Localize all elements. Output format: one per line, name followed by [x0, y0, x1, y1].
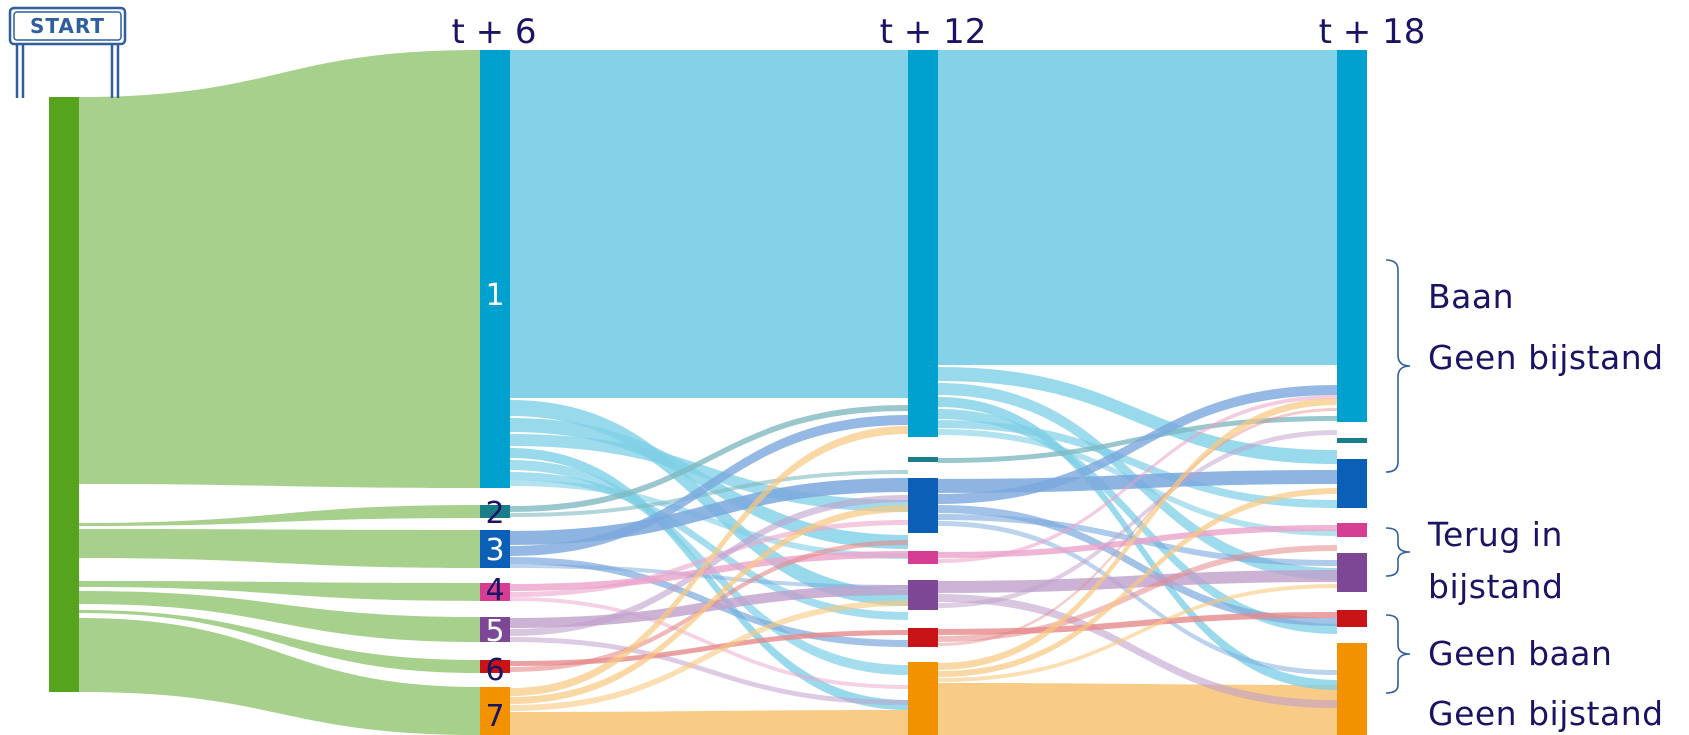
flow-t12-cross-state-5 [938, 430, 1337, 608]
flow-t6-cross-state-4 [510, 551, 908, 591]
flow-t6-cross-state-5 [510, 495, 908, 636]
bracket-baan [1385, 259, 1411, 473]
group-label-geenbaan-line1: Geen baan [1428, 634, 1612, 673]
start-sign-text: START [30, 14, 105, 38]
start-sign-icon: START [8, 6, 127, 98]
node-label-state-3: 3 [485, 533, 504, 568]
group-label-baan-line2: Geen bijstand [1428, 338, 1664, 377]
flow-t6-cross-state-1 [510, 480, 908, 559]
flow-t6-cross-state-3 [510, 564, 908, 589]
flow-t6-cross-state-4 [510, 597, 908, 689]
flow-t12-cross-state-3 [938, 470, 1337, 493]
node-t6-state-2 [480, 505, 510, 518]
node-label-state-2: 2 [485, 496, 504, 531]
flow-t12-cross-state-1 [938, 420, 1337, 508]
flow-t12-state-7 [938, 683, 1337, 735]
flow-t6-cross-state-1 [510, 400, 908, 606]
flow-start-to-t6-state-1 [79, 50, 480, 488]
flow-start-to-t6-state-4 [79, 581, 480, 601]
flow-t6-cross-state-1 [510, 472, 908, 620]
flow-t12-cross-state-7 [938, 488, 1337, 677]
flow-t6-cross-state-2 [510, 405, 908, 512]
flow-bands [79, 50, 1337, 735]
flow-start-to-t6-state-3 [79, 529, 480, 568]
group-label-terug-line2: bijstand [1428, 567, 1564, 606]
flow-t6-cross-state-5 [510, 637, 908, 705]
node-label-state-4: 4 [485, 573, 504, 608]
node-t12-state-3 [908, 478, 938, 533]
flow-t6-cross-state-3 [510, 415, 908, 556]
flow-t12-cross-state-1 [938, 367, 1337, 464]
node-t18-state-4 [1337, 523, 1367, 537]
node-t12-state-5 [908, 580, 938, 610]
node-t12-state-2 [908, 457, 938, 462]
node-t12-state-6 [908, 628, 938, 647]
node-t18-state-2 [1337, 438, 1367, 443]
bracket-geen-baan [1385, 614, 1411, 694]
flow-t6-cross-state-1 [510, 434, 908, 512]
group-label-baan-line1: Baan [1428, 277, 1514, 316]
flow-t12-cross-state-3 [938, 505, 1337, 626]
node-t12-state-1 [908, 50, 938, 437]
flow-start-to-t6-state-2 [79, 505, 480, 526]
node-label-state-1: 1 [485, 278, 504, 313]
flow-t12-cross-state-5 [938, 594, 1337, 708]
column-title-t18: t + 18 [1319, 12, 1426, 52]
flow-t12-cross-state-7 [938, 584, 1337, 682]
node-t6-state-6 [480, 660, 510, 673]
column-title-t12: t + 12 [880, 12, 987, 52]
node-t12-state-4 [908, 551, 938, 564]
bracket-terug [1385, 527, 1411, 577]
node-t6-state-5 [480, 617, 510, 642]
flow-t12-cross-state-3 [938, 521, 1337, 675]
node-t6-state-1 [480, 50, 510, 488]
start-node-bar [49, 97, 79, 692]
column-title-t6: t + 6 [451, 12, 536, 52]
flow-t6-state-1 [510, 50, 908, 398]
node-t18-state-1 [1337, 50, 1367, 422]
flow-t6-cross-state-7 [510, 505, 908, 704]
node-t6-state-7 [480, 687, 510, 735]
flow-t6-cross-state-2 [510, 470, 908, 517]
flow-t6-cross-state-7 [510, 600, 908, 711]
node-label-state-7: 7 [485, 699, 504, 734]
flow-t12-cross-state-3 [938, 385, 1337, 504]
node-t18-state-5 [1337, 553, 1367, 592]
flow-t6-cross-state-6 [510, 630, 908, 666]
flow-t6-cross-state-1 [510, 448, 908, 710]
node-label-state-6: 6 [485, 653, 504, 688]
node-t18-state-7 [1337, 643, 1367, 735]
flow-start-to-t6-state-6 [79, 610, 480, 673]
node-t18-state-6 [1337, 610, 1367, 627]
flow-t6-cross-state-7 [510, 426, 908, 696]
flow-t6-state-7 [510, 710, 908, 735]
flow-t12-cross-state-4 [938, 395, 1337, 563]
node-label-state-5: 5 [485, 614, 504, 649]
node-t12-state-7 [908, 662, 938, 735]
flow-t12-cross-state-7 [938, 398, 1337, 670]
group-label-geenbaan-line2: Geen bijstand [1428, 694, 1664, 733]
group-label-terug-line1: Terug in [1427, 515, 1563, 554]
flow-start-to-t6-state-7 [79, 618, 480, 735]
flow-t12-cross-state-4 [938, 525, 1337, 558]
node-t18-state-3 [1337, 459, 1367, 508]
flow-t6-cross-state-3 [510, 478, 908, 545]
flow-t12-cross-state-6 [938, 545, 1337, 642]
node-t6-state-3 [480, 530, 510, 568]
flow-t12-state-1 [938, 50, 1337, 365]
flow-t12-cross-state-6 [938, 408, 1337, 646]
node-t6-state-4 [480, 583, 510, 601]
flow-start-to-t6-state-5 [79, 591, 480, 642]
